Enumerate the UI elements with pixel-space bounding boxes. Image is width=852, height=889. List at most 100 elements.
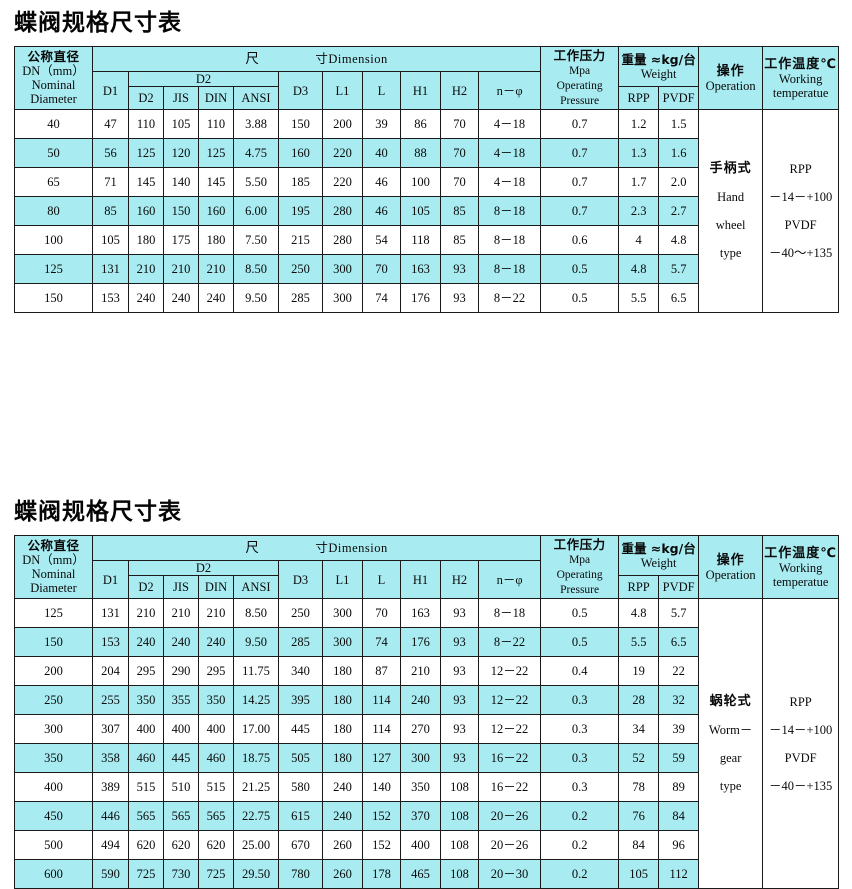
table-row: 150 153 240 240 240 9.50 285 300 74 176 93 8－22 0.5 5… [14, 283, 839, 313]
header-dimension-cn: 尺 [245, 51, 260, 67]
cell-l: 87 [362, 656, 401, 686]
cell-h1: 88 [400, 138, 441, 168]
header-ansi: ANSI [233, 86, 279, 110]
cell-n-phi: 16－22 [477, 743, 542, 773]
cell-operation-type: 手柄式 Hand wheel type [698, 109, 764, 313]
cell-weight-pvdf: 6.5 [658, 627, 700, 657]
cell-h2: 93 [440, 685, 479, 715]
cell-l1: 260 [322, 859, 363, 889]
cell-ansi: 9.50 [233, 283, 279, 313]
cell-d3: 670 [278, 830, 323, 860]
cell-l1: 300 [322, 283, 363, 313]
cell-operating-pressure: 0.3 [540, 743, 620, 773]
header-dimension-cn: 尺 [245, 540, 260, 556]
cell-weight-pvdf: 2.0 [658, 167, 700, 197]
cell-h1: 400 [400, 830, 441, 860]
cell-l: 74 [362, 283, 401, 313]
cell-l1: 180 [322, 743, 363, 773]
cell-weight-pvdf: 22 [658, 656, 700, 686]
cell-weight-pvdf: 84 [658, 801, 700, 831]
cell-weight-rpp: 52 [618, 743, 660, 773]
cell-weight-pvdf: 39 [658, 714, 700, 744]
header-h1: H1 [400, 71, 441, 110]
cell-l1: 300 [322, 627, 363, 657]
cell-d3: 615 [278, 801, 323, 831]
table-row: 250 255 350 355 350 14.25 395 180 114 240 93 12－22 0… [14, 685, 839, 715]
cell-weight-pvdf: 5.7 [658, 254, 700, 284]
header-jis: JIS [163, 575, 199, 599]
cell-h1: 118 [400, 225, 441, 255]
cell-h2: 70 [440, 167, 479, 197]
cell-l1: 180 [322, 656, 363, 686]
cell-n-phi: 12－22 [477, 685, 542, 715]
cell-n-phi: 12－22 [477, 714, 542, 744]
cell-l1: 180 [322, 714, 363, 744]
cell-weight-rpp: 105 [618, 859, 660, 889]
cell-ansi: 18.75 [233, 743, 279, 773]
cell-d2: 350 [128, 685, 164, 715]
header-d2-group: D2 [128, 71, 279, 87]
cell-h1: 465 [400, 859, 441, 889]
cell-d3: 780 [278, 859, 323, 889]
cell-n-phi: 20－30 [477, 859, 542, 889]
cell-l: 70 [362, 254, 401, 284]
cell-d1: 71 [92, 167, 129, 197]
cell-h2: 93 [440, 254, 479, 284]
header-d2-group: D2 [128, 560, 279, 576]
cell-d2: 620 [128, 830, 164, 860]
header-l1: L1 [322, 71, 363, 110]
cell-operating-pressure: 0.5 [540, 627, 620, 657]
header-h2: H2 [440, 560, 479, 599]
cell-weight-rpp: 76 [618, 801, 660, 831]
cell-l1: 240 [322, 801, 363, 831]
cell-h1: 176 [400, 283, 441, 313]
cell-weight-pvdf: 4.8 [658, 225, 700, 255]
cell-d2: 160 [128, 196, 164, 226]
cell-n-phi: 4－18 [477, 167, 542, 197]
cell-operating-pressure: 0.4 [540, 656, 620, 686]
cell-h2: 93 [440, 283, 479, 313]
cell-h1: 240 [400, 685, 441, 715]
temperature-line-l4: －40－+135 [768, 778, 833, 793]
cell-operating-pressure: 0.5 [540, 254, 620, 284]
header-operating-pressure: 工作压力 Mpa Operating Pressure [540, 535, 620, 599]
header-weight-group: 重量 ≈kg/台 Weight [618, 46, 700, 87]
table-row: 350 358 460 445 460 18.75 505 180 127 300 93 16－22 0… [14, 743, 839, 773]
cell-din: 125 [198, 138, 234, 168]
cell-operating-pressure: 0.2 [540, 859, 620, 889]
header-n-phi: n－φ [477, 71, 542, 110]
cell-l: 178 [362, 859, 401, 889]
cell-d1: 590 [92, 859, 129, 889]
header-l: L [362, 71, 401, 110]
header-l: L [362, 560, 401, 599]
cell-weight-pvdf: 1.6 [658, 138, 700, 168]
cell-d3: 580 [278, 772, 323, 802]
cell-n-phi: 8－22 [477, 627, 542, 657]
cell-h1: 176 [400, 627, 441, 657]
cell-l: 54 [362, 225, 401, 255]
cell-d3: 445 [278, 714, 323, 744]
cell-l1: 280 [322, 196, 363, 226]
cell-operating-pressure: 0.2 [540, 830, 620, 860]
cell-d2: 180 [128, 225, 164, 255]
cell-n-phi: 8－22 [477, 283, 542, 313]
cell-l1: 180 [322, 685, 363, 715]
operation-line-cn: 手柄式 [709, 161, 752, 176]
cell-n-phi: 20－26 [477, 801, 542, 831]
cell-operating-pressure: 0.5 [540, 283, 620, 313]
cell-dn: 150 [14, 627, 93, 657]
cell-din: 160 [198, 196, 234, 226]
header-h1: H1 [400, 560, 441, 599]
cell-dn: 250 [14, 685, 93, 715]
cell-din: 400 [198, 714, 234, 744]
cell-h2: 108 [440, 830, 479, 860]
cell-h2: 93 [440, 598, 479, 628]
cell-d2: 210 [128, 598, 164, 628]
cell-operating-pressure: 0.7 [540, 138, 620, 168]
cell-d1: 131 [92, 598, 129, 628]
cell-dn: 50 [14, 138, 93, 168]
cell-working-temperature-range: RPP －14－+100 PVDF －40～+135 [762, 109, 840, 313]
header-operation: 操作 Operation [698, 46, 764, 110]
cell-weight-pvdf: 96 [658, 830, 700, 860]
cell-d3: 285 [278, 627, 323, 657]
